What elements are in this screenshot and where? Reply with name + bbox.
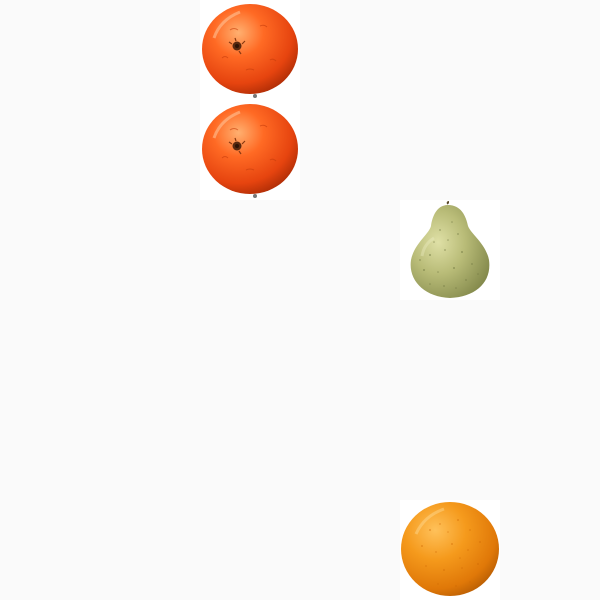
orange-icon [401,502,499,596]
pear-icon [410,201,490,298]
fruit-tile-pear [400,200,500,300]
mandarin-icon [202,104,298,198]
fruit-tile-mandarin-top [200,0,300,100]
fruit-tile-mandarin-bottom [200,100,300,200]
fruit-tile-orange [400,500,500,600]
mandarin-icon [202,4,298,98]
